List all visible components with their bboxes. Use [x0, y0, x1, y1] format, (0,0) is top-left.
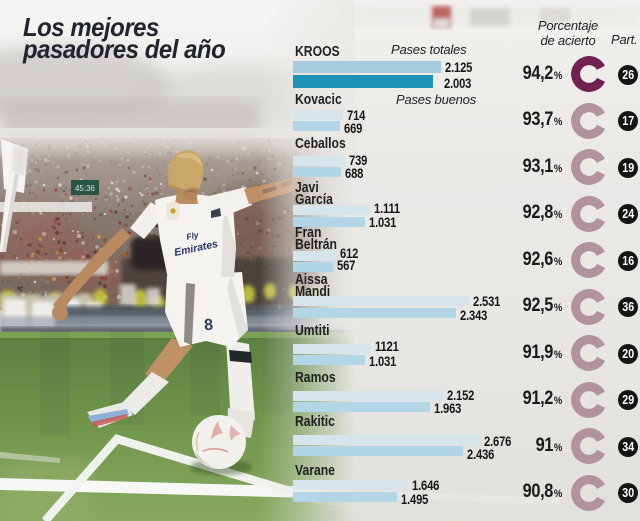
- svg-text:8: 8: [204, 317, 214, 335]
- svg-text:45:36: 45:36: [75, 184, 96, 193]
- svg-text:Fly: Fly: [185, 229, 200, 242]
